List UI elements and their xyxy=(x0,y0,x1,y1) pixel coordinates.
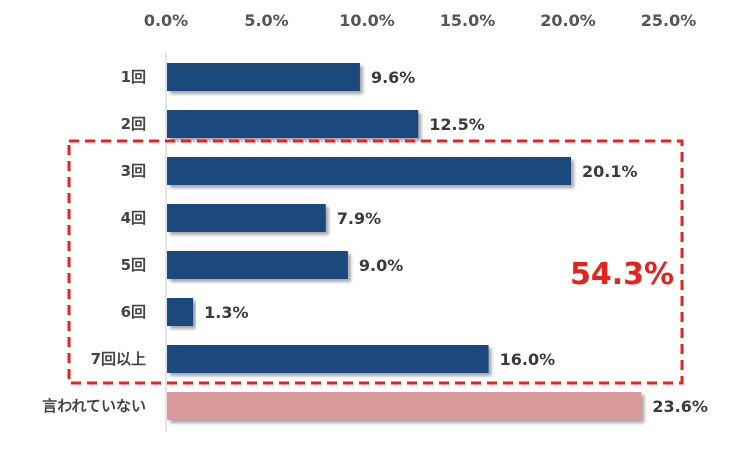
x-tick-label: 25.0% xyxy=(641,11,697,30)
bar xyxy=(167,298,194,326)
value-labels: 9.6% 12.5% 20.1% 7.9% 9.0% 1.3% 16.0% 23.6% xyxy=(204,68,708,416)
category-label: 1回 xyxy=(121,68,146,86)
category-label: 4回 xyxy=(121,209,146,227)
x-tick-label: 20.0% xyxy=(540,11,596,30)
bar xyxy=(167,251,348,279)
value-label: 9.0% xyxy=(359,256,403,275)
x-tick-label: 5.0% xyxy=(244,11,288,30)
value-label: 1.3% xyxy=(204,303,248,322)
value-label: 16.0% xyxy=(500,350,556,369)
category-label: 3回 xyxy=(121,162,146,180)
bar xyxy=(167,204,326,232)
value-label: 20.1% xyxy=(582,162,638,181)
highlight-dashed-box xyxy=(67,139,684,385)
bar xyxy=(167,345,489,373)
category-label: 言われていない xyxy=(42,397,146,415)
value-label: 7.9% xyxy=(337,209,381,228)
bar xyxy=(167,392,642,420)
category-label: 6回 xyxy=(121,303,146,321)
x-tick-label: 0.0% xyxy=(144,11,188,30)
x-tick-label: 10.0% xyxy=(339,11,395,30)
value-label: 23.6% xyxy=(652,397,708,416)
category-label: 5回 xyxy=(121,256,146,274)
bar xyxy=(167,110,419,138)
value-label: 9.6% xyxy=(371,68,415,87)
category-label: 2回 xyxy=(121,115,146,133)
category-label: 7回以上 xyxy=(91,350,146,368)
x-axis-ticks: 0.0% 5.0% 10.0% 15.0% 20.0% 25.0% xyxy=(144,11,696,30)
highlight-total-label: 54.3% xyxy=(570,257,674,292)
bar xyxy=(167,63,360,91)
bar xyxy=(167,157,572,185)
bars-group xyxy=(167,63,642,420)
value-label: 12.5% xyxy=(429,115,485,134)
x-tick-label: 15.0% xyxy=(440,11,496,30)
